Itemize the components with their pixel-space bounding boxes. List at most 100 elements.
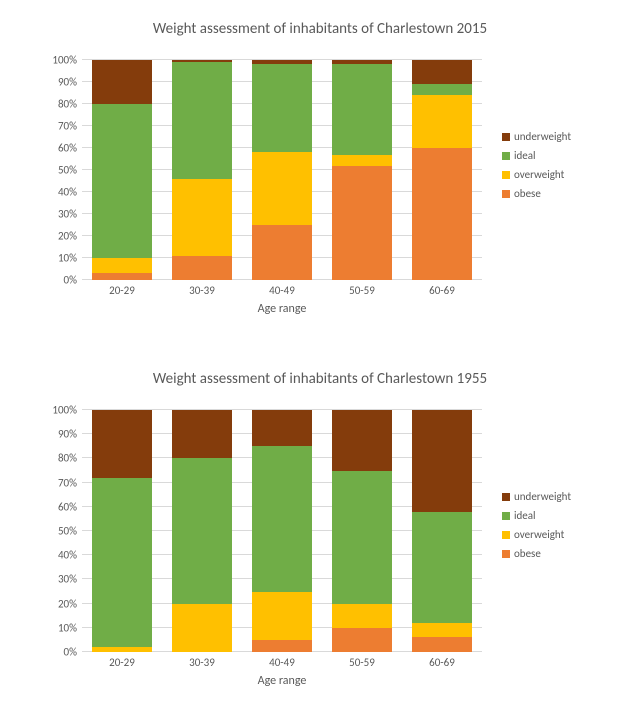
bar-segment-overweight — [92, 258, 152, 273]
legend-item-underweight: underweight — [502, 130, 571, 143]
y-tick-label: 80% — [58, 98, 77, 111]
legend-label: ideal — [514, 149, 536, 162]
y-tick-label: 40% — [58, 549, 77, 562]
legend-swatch — [502, 493, 510, 501]
y-tick-label: 40% — [58, 186, 77, 199]
y-tick-label: 90% — [58, 76, 77, 89]
legend: underweight ideal overweight obese — [502, 130, 571, 206]
y-tick-label: 50% — [58, 164, 77, 177]
x-tick-label: 20-29 — [92, 656, 152, 669]
legend-label: obese — [514, 547, 541, 560]
x-axis-title: Age range — [82, 674, 482, 688]
bar-segment-underweight — [412, 60, 472, 84]
bar-segment-overweight — [332, 155, 392, 166]
bars-area — [82, 60, 482, 280]
bar-group — [252, 60, 312, 280]
bar-segment-ideal — [172, 458, 232, 603]
bar-segment-underweight — [332, 410, 392, 471]
y-tick-label: 30% — [58, 208, 77, 221]
bar-group — [332, 410, 392, 652]
bar-segment-overweight — [172, 179, 232, 256]
bars-area — [82, 410, 482, 652]
y-tick-label: 50% — [58, 525, 77, 538]
legend-item-ideal: ideal — [502, 509, 571, 522]
bar-segment-ideal — [412, 84, 472, 95]
x-tick-label: 30-39 — [172, 656, 232, 669]
bar-segment-overweight — [252, 152, 312, 225]
y-tick-label: 10% — [58, 252, 77, 265]
bar-segment-overweight — [172, 604, 232, 652]
chart1955-container: Weight assessment of inhabitants of Char… — [22, 360, 618, 700]
chart-title: Weight assessment of inhabitants of Char… — [22, 360, 618, 388]
bar-group — [92, 410, 152, 652]
x-labels: 20-29 30-39 40-49 50-59 60-69 — [82, 284, 482, 297]
bar-segment-obese — [92, 273, 152, 280]
bar-segment-obese — [332, 628, 392, 652]
y-tick-label: 60% — [58, 500, 77, 513]
x-tick-label: 50-59 — [332, 284, 392, 297]
plot-area: 0%10%20%30%40%50%60%70%80%90%100% — [42, 410, 482, 652]
plot-area: 0%10%20%30%40%50%60%70%80%90%100% — [42, 60, 482, 280]
bar-segment-overweight — [412, 623, 472, 638]
x-tick-label: 40-49 — [252, 284, 312, 297]
x-tick-label: 50-59 — [332, 656, 392, 669]
bar-segment-underweight — [412, 410, 472, 512]
bar-segment-ideal — [252, 64, 312, 152]
legend-label: overweight — [514, 168, 564, 181]
bar-segment-ideal — [252, 446, 312, 591]
y-tick-label: 90% — [58, 428, 77, 441]
bar-segment-ideal — [332, 471, 392, 604]
legend-item-obese: obese — [502, 187, 571, 200]
legend-item-ideal: ideal — [502, 149, 571, 162]
bar-segment-overweight — [332, 604, 392, 628]
bar-segment-obese — [412, 637, 472, 652]
bar-segment-overweight — [412, 95, 472, 148]
x-tick-label: 60-69 — [412, 656, 472, 669]
legend-label: underweight — [514, 130, 571, 143]
x-axis-title: Age range — [82, 302, 482, 316]
chart2015-container: Weight assessment of inhabitants of Char… — [22, 10, 618, 340]
legend-item-underweight: underweight — [502, 490, 571, 503]
bar-segment-underweight — [92, 410, 152, 478]
bar-group — [412, 410, 472, 652]
legend-swatch — [502, 152, 510, 160]
legend-swatch — [502, 190, 510, 198]
y-tick-label: 100% — [52, 54, 77, 67]
legend-label: overweight — [514, 528, 564, 541]
y-tick-label: 80% — [58, 452, 77, 465]
x-tick-label: 30-39 — [172, 284, 232, 297]
bar-segment-ideal — [92, 478, 152, 647]
y-tick-label: 20% — [58, 230, 77, 243]
x-tick-label: 20-29 — [92, 284, 152, 297]
legend: underweight ideal overweight obese — [502, 490, 571, 566]
y-tick-label: 70% — [58, 120, 77, 133]
x-tick-label: 40-49 — [252, 656, 312, 669]
bar-segment-obese — [252, 640, 312, 652]
bar-segment-obese — [252, 225, 312, 280]
bar-segment-ideal — [412, 512, 472, 623]
legend-label: underweight — [514, 490, 571, 503]
chart-title: Weight assessment of inhabitants of Char… — [22, 10, 618, 38]
bar-segment-obese — [172, 256, 232, 280]
bar-segment-underweight — [92, 60, 152, 104]
bar-segment-underweight — [172, 410, 232, 458]
bar-segment-overweight — [252, 592, 312, 640]
x-tick-label: 60-69 — [412, 284, 472, 297]
y-tick-label: 10% — [58, 621, 77, 634]
legend-label: obese — [514, 187, 541, 200]
y-tick-label: 70% — [58, 476, 77, 489]
y-tick-label: 0% — [64, 274, 77, 287]
bar-segment-ideal — [172, 62, 232, 179]
y-tick-label: 30% — [58, 573, 77, 586]
bar-segment-ideal — [92, 104, 152, 258]
bar-group — [172, 410, 232, 652]
x-labels: 20-29 30-39 40-49 50-59 60-69 — [82, 656, 482, 669]
bar-segment-obese — [332, 166, 392, 280]
legend-swatch — [502, 531, 510, 539]
bar-group — [252, 410, 312, 652]
legend-swatch — [502, 133, 510, 141]
legend-item-overweight: overweight — [502, 528, 571, 541]
legend-swatch — [502, 550, 510, 558]
bar-group — [172, 60, 232, 280]
bar-segment-ideal — [332, 64, 392, 154]
